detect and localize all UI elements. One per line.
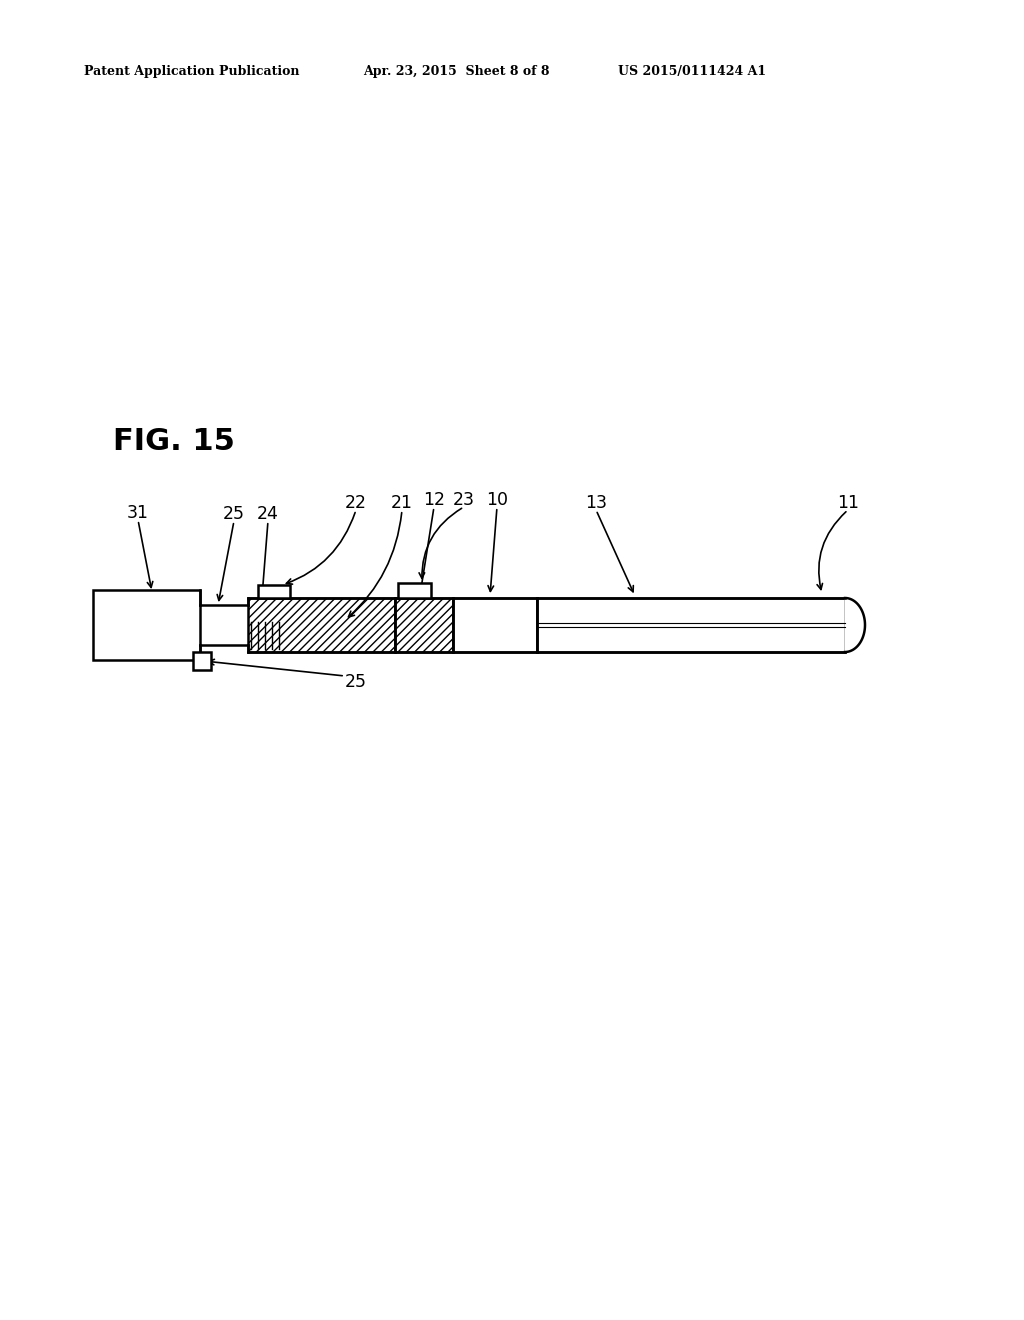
Text: 12: 12 [423, 491, 445, 510]
Text: 24: 24 [257, 506, 279, 523]
Bar [193, 652, 211, 671]
Text: 21: 21 [391, 494, 413, 512]
Bar [395, 598, 453, 652]
Text: 31: 31 [127, 504, 150, 521]
Polygon shape [845, 598, 865, 652]
Text: 10: 10 [486, 491, 508, 510]
Text: US 2015/0111424 A1: US 2015/0111424 A1 [618, 65, 766, 78]
Bar [93, 590, 200, 660]
Text: FIG. 15: FIG. 15 [113, 426, 234, 455]
Text: 23: 23 [453, 491, 475, 510]
Text: 25: 25 [345, 673, 367, 690]
Text: 11: 11 [837, 494, 859, 512]
Bar [537, 598, 845, 652]
Bar [248, 598, 395, 652]
Bar [453, 598, 537, 652]
Text: Apr. 23, 2015  Sheet 8 of 8: Apr. 23, 2015 Sheet 8 of 8 [362, 65, 550, 78]
Text: 25: 25 [223, 506, 245, 523]
Bar [398, 583, 431, 598]
Text: 22: 22 [345, 494, 367, 512]
Text: Patent Application Publication: Patent Application Publication [84, 65, 299, 78]
Text: 13: 13 [585, 494, 607, 512]
Bar [258, 585, 290, 598]
